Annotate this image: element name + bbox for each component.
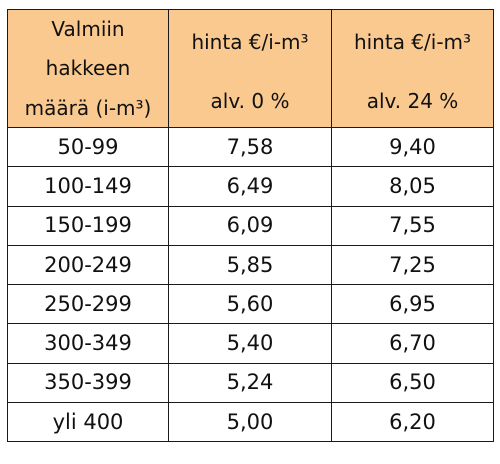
table-header-row: Valmiin hakkeen määrä (i-m³) hinta €/i-m… (7, 9, 494, 128)
table-row: 150-199 6,09 7,55 (7, 205, 494, 246)
cell-price-vat24: 6,70 (331, 323, 494, 364)
cell-price-vat24: 6,95 (331, 284, 494, 325)
header-price-vat0-line-2: alv. 0 % (210, 88, 290, 113)
table-row: 50-99 7,58 9,40 (7, 126, 494, 168)
table-row: 300-349 5,40 6,70 (7, 323, 494, 364)
header-quantity-line-3: määrä (i-m³) (24, 95, 152, 120)
cell-price-vat24: 7,55 (331, 205, 494, 246)
cell-price-vat24: 6,20 (331, 402, 494, 443)
header-price-vat24-line-1: hinta €/i-m³ (353, 29, 472, 54)
cell-price-vat0: 6,49 (168, 166, 332, 207)
header-quantity-line-1: Valmiin (51, 16, 125, 41)
cell-price-vat0: 6,09 (168, 205, 332, 246)
cell-price-vat24: 8,05 (331, 166, 494, 207)
cell-price-vat24: 7,25 (331, 244, 494, 286)
table-row: yli 400 5,00 6,20 (7, 402, 494, 443)
table-row: 350-399 5,24 6,50 (7, 362, 494, 404)
cell-price-vat0: 5,00 (168, 402, 332, 443)
table-row: 200-249 5,85 7,25 (7, 244, 494, 286)
header-price-vat0: hinta €/i-m³ alv. 0 % (168, 9, 332, 128)
price-table: Valmiin hakkeen määrä (i-m³) hinta €/i-m… (7, 9, 494, 443)
cell-quantity: 100-149 (7, 166, 169, 207)
header-quantity-line-2: hakkeen (45, 56, 131, 80)
table-row: 250-299 5,60 6,95 (7, 284, 494, 325)
cell-quantity: 350-399 (7, 362, 169, 404)
table-row: 100-149 6,49 8,05 (7, 166, 494, 207)
header-price-vat0-line-1: hinta €/i-m³ (191, 29, 309, 54)
cell-price-vat0: 7,58 (168, 126, 332, 168)
cell-price-vat0: 5,24 (168, 362, 332, 404)
cell-quantity: yli 400 (7, 402, 169, 443)
cell-quantity: 150-199 (7, 205, 169, 246)
cell-quantity: 200-249 (7, 244, 169, 286)
cell-quantity: 300-349 (7, 323, 169, 364)
cell-price-vat0: 5,60 (168, 284, 332, 325)
header-price-vat24-line-2: alv. 24 % (366, 88, 459, 113)
cell-quantity: 250-299 (7, 284, 169, 325)
cell-quantity: 50-99 (7, 126, 169, 168)
header-quantity: Valmiin hakkeen määrä (i-m³) (7, 9, 169, 128)
cell-price-vat24: 9,40 (331, 126, 494, 168)
cell-price-vat24: 6,50 (331, 362, 494, 404)
cell-price-vat0: 5,40 (168, 323, 332, 364)
header-price-vat24: hinta €/i-m³ alv. 24 % (331, 9, 494, 128)
cell-price-vat0: 5,85 (168, 244, 332, 286)
